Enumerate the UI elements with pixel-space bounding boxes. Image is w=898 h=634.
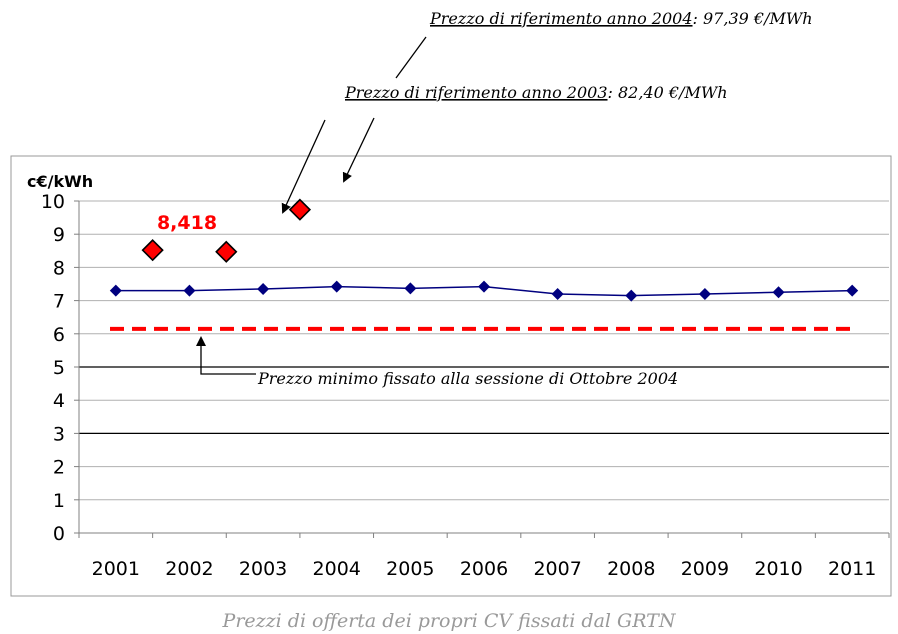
series-point-2001 [109, 284, 122, 297]
arrow-ref-2004-to-2004-point [342, 117, 375, 183]
series-point-2002 [183, 284, 196, 297]
x-tick-label-2005: 2005 [386, 558, 434, 580]
x-tick-label-2003: 2003 [239, 558, 287, 580]
reference-point-2004 [288, 198, 312, 221]
x-tick-label-2001: 2001 [92, 558, 140, 580]
y-tick-label-2: 2 [53, 457, 65, 479]
x-tick-label-2007: 2007 [533, 558, 581, 580]
y-tick-label-8: 8 [53, 257, 65, 279]
x-tick-label-2004: 2004 [313, 558, 361, 580]
y-tick-label-9: 9 [53, 224, 65, 246]
reference-markers [141, 198, 312, 263]
series-point-2005 [404, 282, 417, 295]
series-point-2011 [846, 284, 859, 297]
annotation-min-price: Prezzo minimo fissato alla sessione di O… [257, 369, 678, 388]
reference-point-2002 [141, 239, 164, 262]
series-point-2003 [257, 282, 270, 295]
gridlines [79, 200, 889, 501]
series-markers [109, 280, 859, 302]
series-point-2010 [772, 286, 785, 299]
y-tick-label-4: 4 [53, 390, 65, 412]
annotation-ref-2003: Prezzo di riferimento anno 2003: 82,40 €… [344, 83, 728, 102]
y-tick-label-6: 6 [53, 324, 65, 346]
y-tick-label-1: 1 [53, 490, 65, 512]
series-point-2004 [330, 280, 343, 293]
x-tick-label-2011: 2011 [828, 558, 876, 580]
y-tick-label-7: 7 [53, 291, 65, 313]
arrow-min-price [196, 336, 256, 375]
reference-point-2003 [215, 240, 238, 263]
series-point-2006 [478, 280, 490, 293]
series-point-2007 [551, 287, 564, 300]
annotation-ref-2004: Prezzo di riferimento anno 2004: 97,39 €… [429, 9, 813, 28]
series-point-2009 [698, 287, 711, 300]
x-axis: 2001 2002 2003 2004 2005 2006 2007 2008 2009 2010… [78, 532, 890, 580]
x-tick-label-2006: 2006 [460, 558, 508, 580]
x-tick-label-2010: 2010 [754, 558, 802, 580]
x-tick-label-2009: 2009 [681, 558, 729, 580]
arrow-ref-2003-to-2003-point [281, 119, 326, 214]
y-axis: 0 1 2 3 4 5 6 7 8 9 10 [41, 191, 80, 545]
figure-caption: Prezzi di offerta dei propri CV fissati … [222, 610, 677, 632]
y-axis-unit-label: c€/kWh [27, 172, 93, 191]
value-label-2002: 8,418 [157, 212, 217, 234]
y-tick-label-0: 0 [53, 523, 65, 545]
y-tick-label-10: 10 [41, 191, 65, 213]
y-tick-label-5: 5 [53, 357, 65, 379]
series-point-2008 [625, 289, 638, 302]
x-tick-label-2008: 2008 [607, 558, 655, 580]
x-tick-label-2002: 2002 [165, 558, 213, 580]
arrow-ref-2004-upper [395, 36, 427, 79]
y-tick-label-3: 3 [53, 423, 65, 445]
